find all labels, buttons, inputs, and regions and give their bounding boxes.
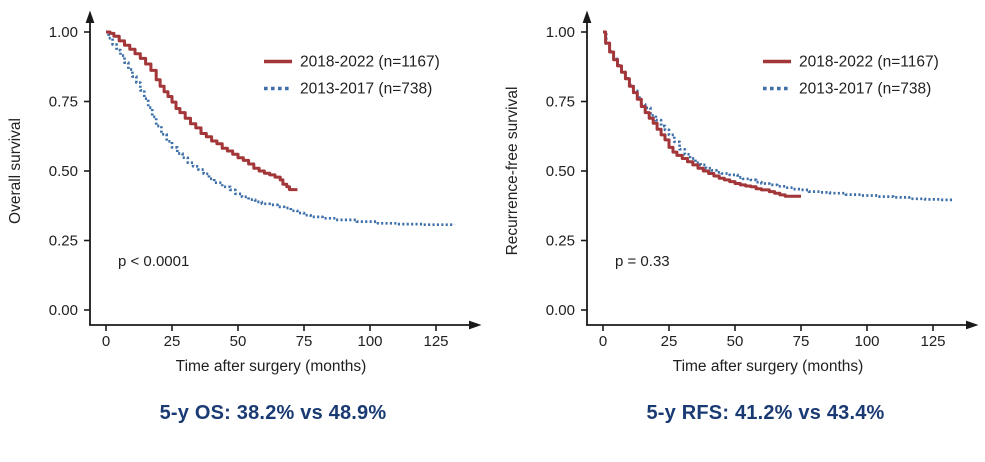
legend-label-2013-2017: 2013-2017 (n=738): [799, 81, 931, 98]
x-tick-label: 75: [793, 333, 810, 350]
y-axis-arrow-icon: [85, 10, 95, 23]
x-axis-arrow-icon: [469, 320, 482, 330]
survival-curve-2018-2022: [106, 30, 298, 192]
panel-overall-survival: 0 25 50 75 100 125 0.00 0.25 0.50 0.75 1.00 Overal…: [0, 0, 492, 462]
y-tick-label: 0.00: [546, 302, 575, 319]
p-value-label: p < 0.0001: [118, 253, 189, 270]
y-tick-label: 0.25: [49, 233, 78, 250]
x-tick-label: 0: [102, 333, 110, 350]
y-tick-label: 0.75: [546, 94, 575, 111]
y-tick-label: 0.50: [49, 163, 78, 180]
x-tick-label: 75: [296, 333, 313, 350]
x-axis-title: Time after surgery (months): [673, 358, 864, 375]
legend-label-2013-2017: 2013-2017 (n=738): [300, 81, 432, 98]
x-tick-label: 125: [423, 333, 448, 350]
legend: 2018-2022 (n=1167) 2013-2017 (n=738): [264, 54, 440, 98]
y-tick-label: 1.00: [546, 24, 575, 41]
legend: 2018-2022 (n=1167) 2013-2017 (n=738): [763, 54, 939, 98]
x-tick-label: 100: [357, 333, 382, 350]
legend-label-2018-2022: 2018-2022 (n=1167): [799, 54, 939, 71]
y-tick-label: 0.00: [49, 302, 78, 319]
y-tick-label: 0.50: [546, 163, 575, 180]
x-tick-label: 50: [230, 333, 247, 350]
tick-layer: 0 25 50 75 100 125 0.00 0.25 0.50 0.75 1.00: [546, 24, 946, 350]
survival-curve-2013-2017: [106, 30, 456, 227]
y-axis-title: Overall survival: [7, 118, 24, 224]
y-tick-label: 0.25: [546, 233, 575, 250]
y-tick-label: 0.75: [49, 94, 78, 111]
x-axis-arrow-icon: [966, 320, 979, 330]
x-tick-label: 50: [727, 333, 744, 350]
panel-recurrence-free-survival: 0 25 50 75 100 125 0.00 0.25 0.50 0.75 1.00 Recurr…: [492, 0, 985, 462]
x-tick-label: 25: [661, 333, 678, 350]
legend-label-2018-2022: 2018-2022 (n=1167): [300, 54, 440, 71]
axes: [582, 10, 979, 330]
y-tick-label: 1.00: [49, 24, 78, 41]
os-caption: 5-y OS: 38.2% vs 48.9%: [159, 402, 387, 424]
axes: [85, 10, 482, 330]
overall-survival-chart: 0 25 50 75 100 125 0.00 0.25 0.50 0.75 1.00 Overal…: [7, 10, 482, 375]
y-axis-title: Recurrence-free survival: [504, 87, 521, 256]
p-value-label: p = 0.33: [615, 253, 670, 270]
curve-layer: [106, 30, 456, 227]
x-tick-label: 100: [854, 333, 879, 350]
y-axis-arrow-icon: [582, 10, 592, 23]
survival-curve-2018-2022: [603, 30, 801, 198]
tick-layer: 0 25 50 75 100 125 0.00 0.25 0.50 0.75 1.00: [49, 24, 449, 350]
x-tick-label: 25: [164, 333, 181, 350]
x-tick-label: 0: [599, 333, 607, 350]
recurrence-free-survival-chart: 0 25 50 75 100 125 0.00 0.25 0.50 0.75 1.00 Recurr…: [504, 10, 979, 375]
x-tick-label: 125: [920, 333, 945, 350]
curve-layer: [603, 30, 955, 202]
x-axis-title: Time after surgery (months): [176, 358, 367, 375]
rfs-caption: 5-y RFS: 41.2% vs 43.4%: [646, 402, 885, 424]
